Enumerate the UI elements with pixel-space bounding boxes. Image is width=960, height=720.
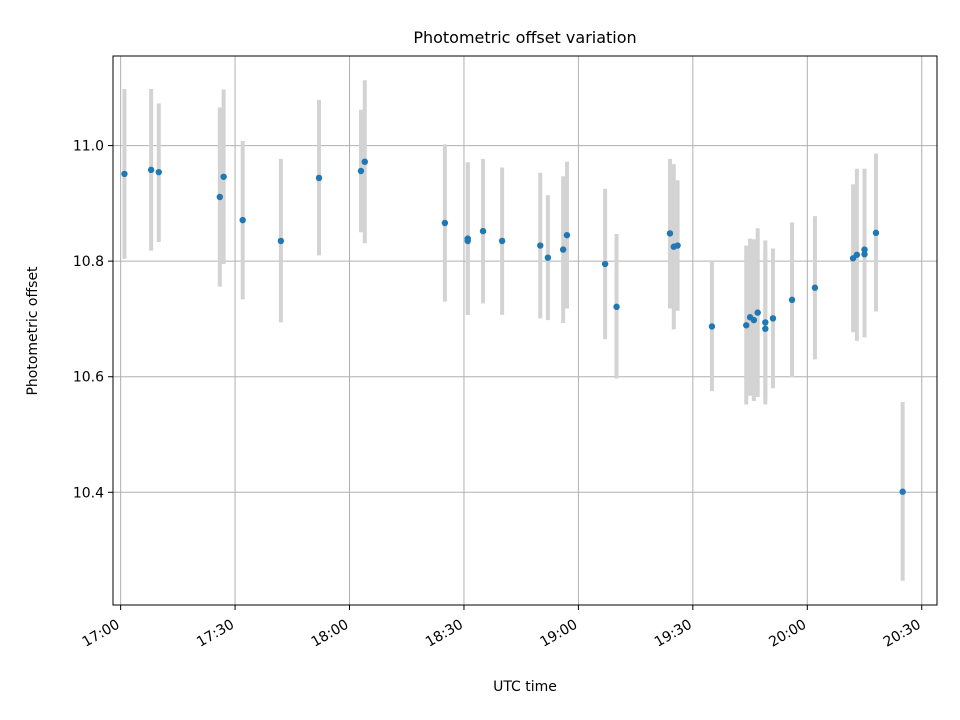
data-point [498, 237, 506, 245]
data-point [155, 168, 162, 176]
data-point [601, 260, 609, 268]
data-point [899, 488, 906, 495]
data-points [121, 158, 906, 495]
data-point [853, 251, 861, 258]
data-point [537, 242, 544, 249]
data-point [769, 315, 777, 322]
data-point [613, 303, 620, 311]
y-tick-label: 10.4 [73, 485, 104, 501]
data-point [563, 231, 571, 239]
grid [113, 56, 937, 605]
chart-title: Photometric offset variation [413, 28, 636, 47]
data-point [216, 193, 224, 201]
data-point [743, 322, 750, 329]
y-axis-ticks: 10.4 10.6 10.8 11.0 [73, 139, 113, 501]
data-point [357, 167, 365, 175]
data-point [750, 316, 758, 324]
data-point [666, 230, 674, 237]
data-point [239, 216, 246, 224]
data-point [464, 235, 471, 242]
y-axis-label: Photometric offset [25, 266, 41, 396]
data-point [277, 237, 285, 245]
data-point [315, 174, 323, 182]
data-point [559, 246, 567, 253]
data-point [861, 251, 868, 258]
data-point [544, 254, 552, 261]
x-axis-label: UTC time [493, 679, 557, 695]
plot-frame [112, 55, 938, 606]
data-point [762, 325, 769, 332]
data-point [811, 284, 819, 291]
data-point [147, 166, 155, 174]
data-point [479, 227, 487, 235]
data-point [361, 158, 368, 165]
data-point [754, 309, 761, 316]
y-tick-label: 11.0 [73, 139, 104, 155]
data-point [441, 219, 449, 227]
data-point [762, 319, 769, 326]
data-point [708, 323, 716, 330]
data-point [674, 242, 681, 249]
data-point [861, 246, 868, 253]
data-point [788, 296, 796, 304]
y-tick-label: 10.6 [73, 370, 104, 386]
data-point [121, 170, 128, 178]
data-point [872, 229, 880, 237]
y-tick-label: 10.8 [73, 254, 104, 270]
data-point [220, 173, 227, 180]
